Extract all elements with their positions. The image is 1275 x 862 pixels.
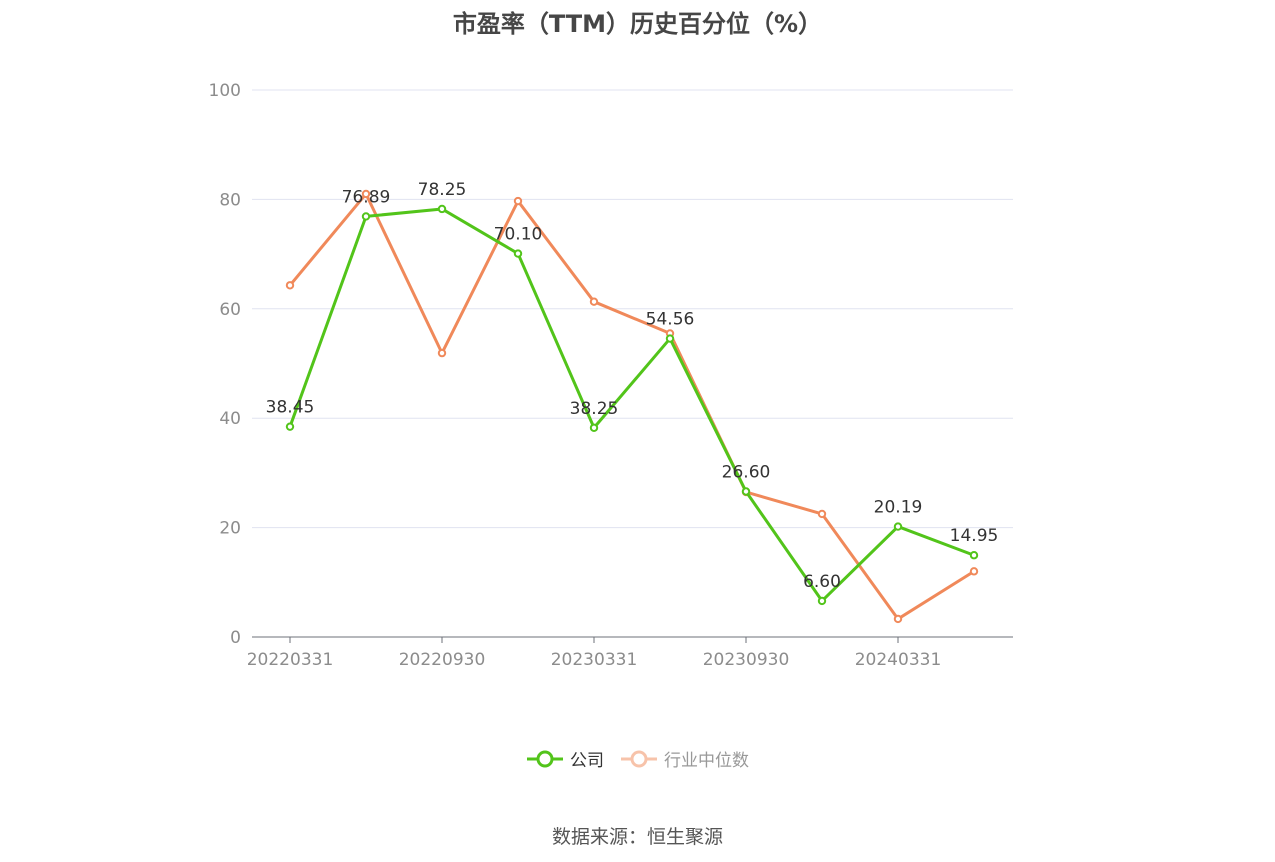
company-point	[817, 596, 827, 606]
company-data-label: 70.10	[494, 225, 543, 245]
x-tick-label: 20220930	[399, 650, 486, 670]
industry-point	[817, 509, 827, 519]
series-lines	[285, 189, 979, 624]
gridlines	[252, 89, 1013, 529]
company-point	[589, 423, 599, 432]
legend-item-industry-median[interactable]: 行业中位数	[620, 746, 749, 771]
company-point	[285, 422, 295, 431]
legend: 公司 行业中位数	[0, 746, 1275, 771]
legend-item-company[interactable]: 公司	[526, 746, 604, 771]
chart-title: 市盈率（TTM）历史百分位（%）	[452, 10, 823, 38]
industry-series-line	[288, 192, 975, 621]
industry-point	[361, 189, 371, 199]
legend-company-marker-icon	[527, 750, 563, 767]
legend-industry-label: 行业中位数	[664, 751, 749, 771]
company-series-line	[288, 207, 975, 603]
data-labels: 38.45 76.89 78.25 70.10 38.25 54.56 26.60 6.60 2…	[266, 180, 999, 592]
company-data-label: 54.56	[646, 310, 695, 330]
company-data-label: 26.60	[722, 462, 771, 482]
industry-point	[893, 614, 903, 624]
x-tick-label: 20230930	[703, 650, 790, 670]
y-tick-label: 0	[230, 628, 241, 648]
company-point	[513, 249, 523, 258]
company-data-label: 6.60	[803, 572, 841, 592]
company-data-label: 14.95	[950, 526, 999, 546]
legend-company-label: 公司	[570, 751, 604, 771]
industry-point	[589, 297, 599, 306]
company-data-label: 76.89	[342, 187, 391, 207]
industry-point	[513, 196, 523, 206]
industry-point	[969, 567, 979, 576]
company-point	[361, 212, 371, 221]
industry-point	[285, 281, 295, 290]
y-tick-label: 80	[219, 190, 241, 210]
y-tick-label: 60	[219, 300, 241, 320]
company-data-label: 38.25	[570, 399, 619, 419]
company-data-label: 78.25	[418, 180, 467, 200]
y-tick-label: 20	[219, 519, 241, 539]
company-data-label: 20.19	[874, 498, 923, 518]
x-tick-label: 20230331	[551, 650, 638, 670]
y-tick-label: 100	[209, 81, 241, 101]
company-point	[437, 204, 447, 214]
y-tick-label: 40	[219, 409, 241, 429]
x-tick-label: 20240331	[855, 650, 942, 670]
x-tick-label: 20220331	[247, 650, 334, 670]
legend-industry-marker-icon	[621, 750, 657, 767]
company-point	[741, 487, 751, 496]
axes: 0 20 40 60 80 100 20220331 20220930 20230331 2023…	[209, 81, 1013, 670]
industry-point	[437, 348, 447, 358]
source-note: 数据来源：恒生聚源	[551, 826, 723, 848]
company-point	[893, 522, 903, 531]
company-point	[665, 334, 675, 343]
company-point	[969, 551, 979, 560]
company-data-label: 38.45	[266, 398, 315, 418]
